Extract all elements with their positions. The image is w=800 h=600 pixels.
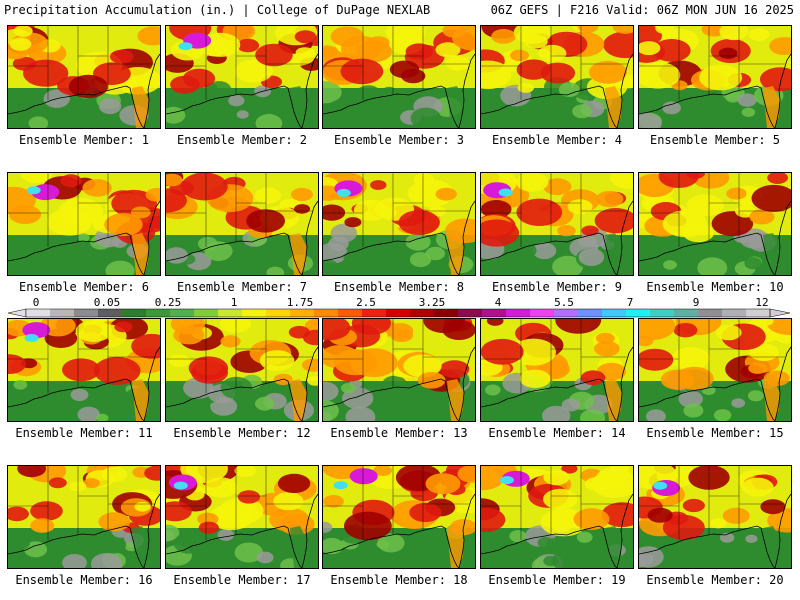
colorbar-swatch [26, 309, 51, 317]
colorbar-left-arrow [7, 308, 27, 318]
colorbar-swatch [482, 309, 507, 317]
panel-label: Ensemble Member: 19 [488, 573, 626, 587]
panel-label: Ensemble Member: 8 [333, 280, 465, 294]
colorbar-swatch [746, 309, 771, 317]
colorbar-swatch [578, 309, 603, 317]
ensemble-map-panel [322, 25, 476, 129]
colorbar-tick-label: 2.5 [356, 296, 376, 309]
colorbar-tick-label: 0.25 [154, 296, 182, 309]
colorbar-swatch [458, 309, 483, 317]
colorbar-swatch [386, 309, 411, 317]
panel-label: Ensemble Member: 7 [176, 280, 308, 294]
ensemble-map-panel [165, 172, 319, 276]
panel-label: Ensemble Member: 1 [18, 133, 150, 147]
colorbar-swatch [602, 309, 627, 317]
panel-label: Ensemble Member: 16 [15, 573, 153, 587]
ensemble-map-panel [638, 25, 792, 129]
colorbar-tick-label: 3.25 [418, 296, 446, 309]
colorbar [7, 308, 791, 318]
colorbar-tick-label: 12 [755, 296, 769, 309]
panel-label: Ensemble Member: 15 [646, 426, 784, 440]
colorbar-swatch [722, 309, 747, 317]
colorbar-tick-label: 9 [692, 296, 700, 309]
panel-label: Ensemble Member: 10 [646, 280, 784, 294]
panel-label: Ensemble Member: 9 [491, 280, 623, 294]
colorbar-tick-label: 1.75 [286, 296, 314, 309]
colorbar-swatch [338, 309, 363, 317]
colorbar-swatch [266, 309, 291, 317]
panel-label: Ensemble Member: 11 [15, 426, 153, 440]
header-run-info: 06Z GEFS | F216 Valid: 06Z MON JUN 16 20… [490, 3, 794, 17]
colorbar-swatch [434, 309, 459, 317]
colorbar-right-arrow [769, 308, 791, 318]
colorbar-swatch [218, 309, 243, 317]
ensemble-map-panel [322, 318, 476, 422]
ensemble-map-panel [322, 172, 476, 276]
colorbar-swatch [74, 309, 99, 317]
panel-label: Ensemble Member: 3 [333, 133, 465, 147]
ensemble-map-panel [480, 465, 634, 569]
colorbar-swatch [650, 309, 675, 317]
ensemble-map-panel [165, 25, 319, 129]
colorbar-tick-label: 0.05 [93, 296, 121, 309]
ensemble-map-panel [638, 465, 792, 569]
ensemble-map-panel [480, 25, 634, 129]
colorbar-swatch [506, 309, 531, 317]
ensemble-map-panel [322, 465, 476, 569]
panel-label: Ensemble Member: 5 [649, 133, 781, 147]
ensemble-map-panel [7, 318, 161, 422]
header-title: Precipitation Accumulation (in.) | Colle… [4, 3, 431, 17]
ensemble-map-panel [7, 25, 161, 129]
colorbar-swatch [410, 309, 435, 317]
panel-label: Ensemble Member: 14 [488, 426, 626, 440]
colorbar-swatch [554, 309, 579, 317]
ensemble-map-panel [480, 172, 634, 276]
panel-label: Ensemble Member: 12 [173, 426, 311, 440]
colorbar-swatch [146, 309, 171, 317]
colorbar-tick-label: 0 [32, 296, 40, 309]
ensemble-map-panel [165, 465, 319, 569]
colorbar-swatch [530, 309, 555, 317]
ensemble-map-panel [7, 172, 161, 276]
panel-label: Ensemble Member: 18 [330, 573, 468, 587]
ensemble-map-panel [638, 172, 792, 276]
colorbar-tick-label: 4 [494, 296, 502, 309]
panel-label: Ensemble Member: 20 [646, 573, 784, 587]
colorbar-swatch [314, 309, 339, 317]
colorbar-swatch [698, 309, 723, 317]
panel-label: Ensemble Member: 2 [176, 133, 308, 147]
colorbar-swatch [362, 309, 387, 317]
colorbar-swatch [242, 309, 267, 317]
panel-label: Ensemble Member: 17 [173, 573, 311, 587]
colorbar-swatch [98, 309, 123, 317]
panel-label: Ensemble Member: 13 [330, 426, 468, 440]
colorbar-tick-label: 1 [230, 296, 238, 309]
colorbar-swatch [170, 309, 195, 317]
colorbar-swatch [194, 309, 219, 317]
colorbar-tick-label: 5.5 [554, 296, 574, 309]
ensemble-map-panel [165, 318, 319, 422]
colorbar-swatch [122, 309, 147, 317]
colorbar-swatch [674, 309, 699, 317]
ensemble-map-panel [7, 465, 161, 569]
colorbar-tick-label: 7 [626, 296, 634, 309]
ensemble-map-panel [638, 318, 792, 422]
panel-label: Ensemble Member: 6 [18, 280, 150, 294]
colorbar-swatch [626, 309, 651, 317]
colorbar-swatch [50, 309, 75, 317]
ensemble-map-panel [480, 318, 634, 422]
panel-label: Ensemble Member: 4 [491, 133, 623, 147]
colorbar-swatch [290, 309, 315, 317]
